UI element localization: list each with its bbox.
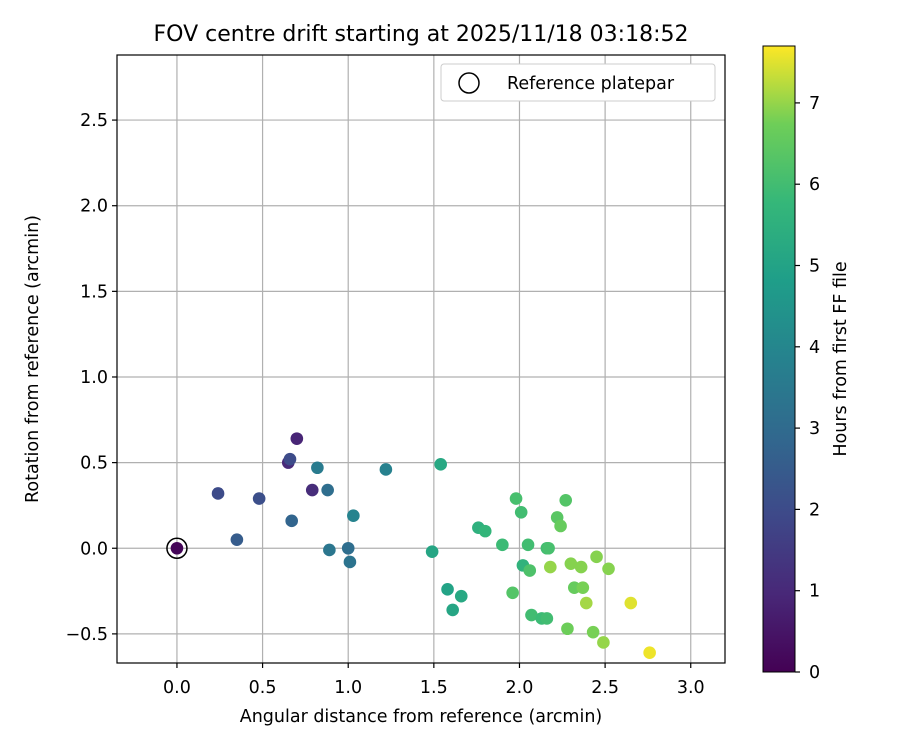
reference-marker-layer (166, 537, 188, 560)
data-point (643, 646, 656, 660)
data-point (602, 562, 615, 576)
legend: Reference platepar (440, 63, 716, 102)
plot-frame (116, 54, 726, 664)
y-axis-label: Rotation from reference (arcmin) (23, 215, 43, 503)
colorbar-tick-label: 5 (809, 257, 820, 277)
x-axis-ticks: 0.0 0.5 1.0 1.5 2.0 2.5 3.0 (163, 663, 705, 698)
data-point (624, 596, 638, 610)
data-point (509, 492, 523, 505)
data-point (379, 463, 393, 476)
data-point (542, 541, 555, 555)
data-point (544, 560, 557, 574)
x-tick-label: 1.0 (334, 678, 362, 698)
data-point (561, 622, 574, 636)
data-point (514, 505, 528, 519)
data-point (321, 483, 334, 497)
x-tick-label: 2.5 (591, 678, 619, 698)
x-tick-label: 2.0 (506, 678, 534, 698)
data-point (454, 589, 468, 603)
data-point (323, 543, 336, 557)
data-point (311, 461, 324, 475)
data-point (170, 541, 184, 555)
y-tick-label: 0.0 (80, 539, 108, 559)
data-point (559, 493, 573, 507)
data-point (576, 581, 590, 594)
grid (117, 55, 725, 663)
colorbar-tick-label: 2 (809, 500, 820, 520)
data-point (343, 555, 357, 569)
data-point (305, 483, 319, 497)
data-point (446, 603, 459, 617)
data-point (574, 560, 588, 574)
data-point (540, 612, 554, 625)
colorbar: 0 1 2 3 4 5 6 7 Hours from first FF file (762, 45, 851, 683)
data-point (441, 583, 454, 596)
data-point (290, 432, 304, 445)
y-tick-label: 1.5 (80, 282, 108, 302)
data-point (434, 458, 447, 471)
legend-label: Reference platepar (507, 74, 675, 94)
y-tick-label: 1.0 (80, 368, 108, 388)
data-point (554, 519, 567, 533)
colorbar-tick-label: 0 (809, 663, 820, 683)
data-point (347, 509, 360, 523)
x-tick-label: 0.0 (163, 678, 191, 698)
colorbar-tick-label: 6 (809, 175, 820, 195)
data-point (590, 550, 603, 564)
data-points (170, 432, 656, 660)
data-point (211, 487, 225, 500)
colorbar-tick-label: 1 (809, 582, 820, 602)
x-axis-label: Angular distance from reference (arcmin) (240, 707, 603, 727)
y-tick-label: 2.0 (80, 197, 108, 217)
data-point (230, 533, 244, 546)
legend-box (440, 63, 716, 102)
colorbar-tick-label: 3 (809, 419, 820, 439)
data-point (341, 541, 355, 555)
colorbar-gradient (762, 45, 796, 673)
data-point (283, 452, 297, 466)
x-tick-label: 3.0 (677, 678, 705, 698)
reference-platepar-marker (166, 537, 188, 560)
data-point (586, 625, 600, 639)
x-tick-label: 0.5 (249, 678, 277, 698)
colorbar-label: Hours from first FF file (831, 261, 851, 456)
colorbar-tick-label: 4 (809, 338, 820, 358)
data-point (521, 538, 535, 552)
y-tick-label: 2.5 (80, 111, 108, 131)
data-point (579, 596, 593, 610)
data-point (523, 564, 537, 577)
data-point (525, 608, 538, 622)
data-point (425, 545, 439, 558)
data-point (252, 492, 266, 505)
y-tick-label: 0.5 (80, 454, 108, 474)
colorbar-ticks: 0 1 2 3 4 5 6 7 (795, 94, 820, 683)
x-tick-label: 1.5 (420, 678, 448, 698)
chart-title: FOV centre drift starting at 2025/11/18 … (154, 22, 689, 47)
data-point (478, 524, 492, 538)
data-point (285, 514, 298, 528)
legend-ring-icon (458, 72, 480, 94)
y-tick-label: −0.5 (66, 625, 109, 645)
data-point (496, 538, 509, 552)
data-point (564, 557, 578, 570)
y-axis-ticks: −0.5 0.0 0.5 1.0 1.5 2.0 2.5 (66, 111, 117, 645)
data-point (506, 586, 519, 600)
colorbar-tick-label: 7 (809, 94, 820, 114)
data-point (597, 636, 610, 649)
